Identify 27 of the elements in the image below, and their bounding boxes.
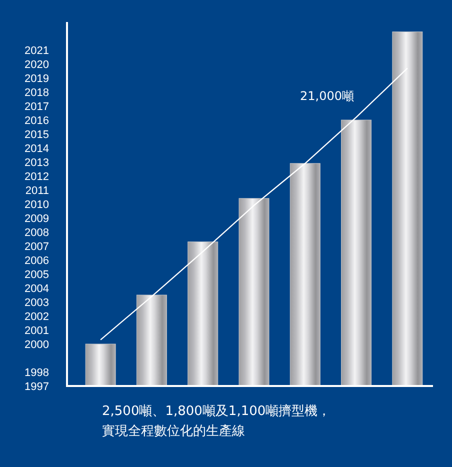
y-tick-label: 2012 — [24, 171, 49, 183]
text: 2,500噸、1,800噸及1,100噸擠型機，實現全程數位化的生產線 — [102, 403, 332, 441]
y-tick-label: 2007 — [24, 241, 49, 253]
y-tick-label: 2003 — [24, 297, 49, 309]
y-tick-label: 2014 — [24, 143, 49, 155]
y-tick-label: 2002 — [24, 311, 49, 323]
y-tick-label: 2000 — [24, 339, 49, 351]
y-tick-label: 2017 — [24, 101, 49, 113]
annotation: 21,000噸 — [300, 88, 354, 105]
y-tick-label: 2018 — [24, 87, 49, 99]
y-tick-label: 2019 — [24, 73, 49, 85]
line-series — [100, 68, 408, 340]
y-tick-label: 2011 — [25, 185, 49, 197]
y-tick-label: 2013 — [24, 157, 49, 169]
y-tick-label: 2009 — [24, 213, 49, 225]
y-tick-label: 2004 — [24, 283, 49, 295]
y-tick-label: 2001 — [24, 325, 49, 337]
y-tick-label: 2015 — [24, 129, 49, 141]
y-tick-label: 2005 — [24, 269, 49, 281]
y-tick-label: 2020 — [24, 59, 49, 71]
y-tick-label: 2016 — [24, 115, 49, 127]
y-tick-label: 1997 — [24, 381, 49, 393]
y-tick-label: 2008 — [24, 227, 49, 239]
y-tick-label: 2006 — [24, 255, 49, 267]
y-tick-label: 2021 — [24, 45, 49, 57]
y-tick-label: 2010 — [24, 199, 49, 211]
y-tick-label: 1998 — [24, 367, 49, 379]
